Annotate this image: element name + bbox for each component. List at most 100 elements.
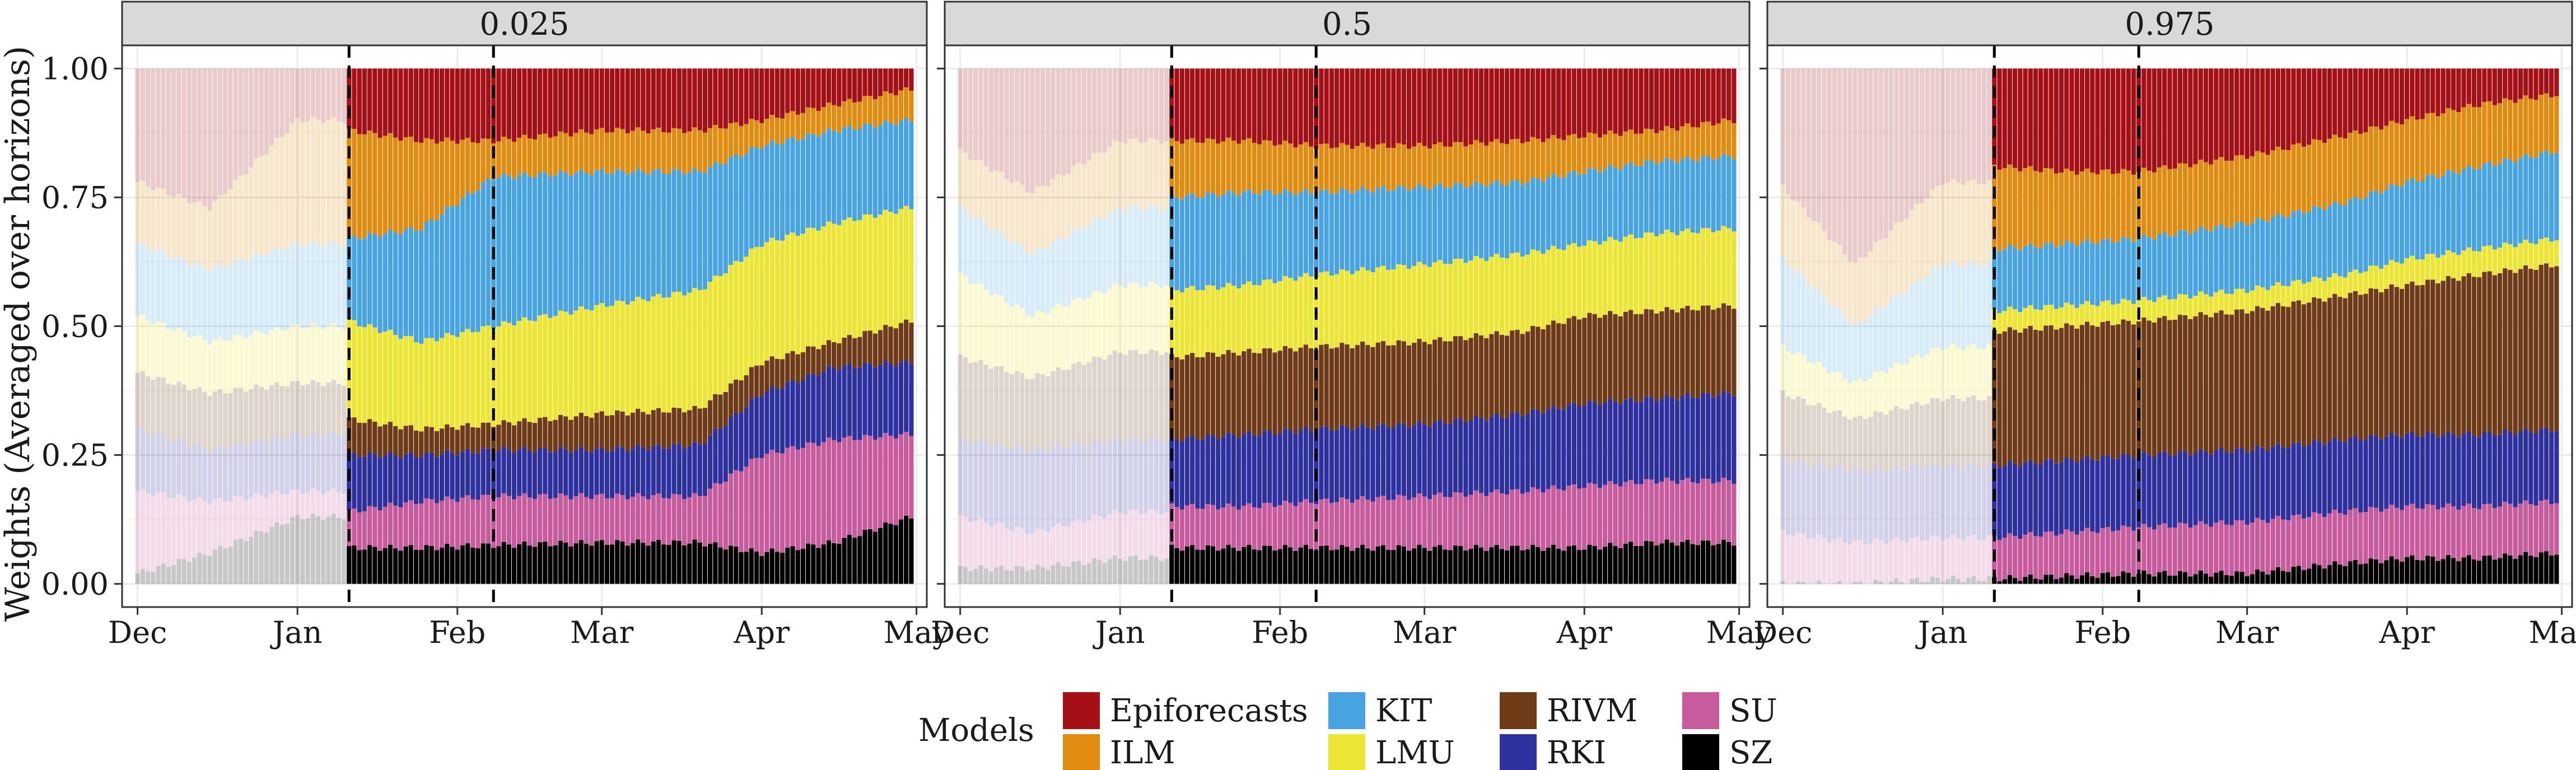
bar-segment-ilm (785, 113, 790, 139)
bar-segment-rivm (1920, 405, 1925, 469)
bar-segment-epiforecasts (1711, 68, 1716, 126)
bar-segment-rki (1293, 433, 1298, 506)
legend-swatch (1682, 734, 1719, 770)
bar-segment-rki (2270, 446, 2275, 519)
bar-segment-ilm (1324, 143, 1329, 190)
bar-segment-kit (1236, 195, 1242, 289)
bar-segment-ilm (1780, 184, 1785, 256)
bar-segment-epiforecasts (2100, 68, 2105, 170)
bar-segment-su (408, 500, 413, 545)
bar-segment-ilm (847, 99, 852, 126)
bar-segment-epiforecasts (2270, 68, 2275, 151)
bar-segment-rivm (398, 429, 403, 458)
bar-segment-rki (687, 446, 692, 497)
bar-segment-epiforecasts (445, 68, 450, 138)
bar-segment-epiforecasts (2111, 68, 2116, 174)
bar-segment-su (2410, 503, 2415, 556)
bar-segment-sz (1184, 547, 1190, 584)
bar-segment-su (1716, 482, 1721, 544)
bar-segment-rivm (465, 423, 470, 449)
bar-segment-rivm (1443, 341, 1448, 424)
bar-segment-rki (228, 448, 233, 502)
bar-segment-kit (1790, 271, 1796, 354)
bar-segment-kit (636, 168, 641, 297)
bar-segment-lmu (135, 316, 140, 373)
bar-segment-ilm (2538, 95, 2544, 153)
bar-segment-ilm (656, 127, 661, 169)
bar-segment-lmu (1350, 274, 1355, 348)
bar-segment-ilm (888, 93, 893, 123)
bar-segment-kit (1623, 164, 1628, 237)
bar-segment-ilm (1468, 144, 1473, 186)
bar-segment-epiforecasts (1097, 68, 1102, 152)
bar-segment-sz (1504, 550, 1510, 584)
bar-segment-sz (1133, 556, 1138, 584)
bar-segment-ilm (192, 202, 197, 265)
bar-segment-sz (2544, 551, 2549, 584)
bar-segment-epiforecasts (1935, 68, 1940, 186)
bar-segment-ilm (1732, 123, 1737, 160)
bar-segment-ilm (1272, 145, 1277, 195)
bar-segment-kit (181, 259, 186, 332)
bar-segment-su (983, 522, 988, 569)
bar-segment-ilm (1144, 142, 1149, 210)
bar-segment-kit (1664, 157, 1669, 230)
bar-segment-rki (625, 451, 630, 500)
bar-segment-ilm (1695, 127, 1701, 161)
bar-segment-kit (321, 246, 326, 330)
bar-segment-sz (1422, 548, 1427, 584)
bar-segment-ilm (2193, 164, 2198, 231)
bar-segment-rki (1267, 431, 1272, 503)
bar-segment-su (2043, 531, 2048, 575)
bar-segment-rki (1618, 404, 1623, 487)
bar-segment-ilm (2023, 167, 2028, 246)
bar-segment-lmu (2224, 293, 2229, 315)
bar-segment-ilm (578, 129, 584, 170)
bar-segment-su (1293, 506, 1298, 551)
bar-segment-rki (1375, 424, 1380, 497)
bar-segment-ilm (1613, 133, 1618, 168)
bar-segment-kit (904, 118, 909, 206)
bar-segment-epiforecasts (1914, 68, 1920, 204)
bar-segment-rivm (1174, 357, 1179, 440)
bar-segment-lmu (1200, 290, 1205, 357)
bar-segment-epiforecasts (993, 68, 999, 171)
bar-segment-epiforecasts (1216, 68, 1221, 144)
bar-segment-rivm (1878, 412, 1883, 469)
bar-segment-epiforecasts (186, 68, 192, 204)
bar-segment-lmu (2435, 257, 2440, 283)
bar-segment-rki (1561, 409, 1566, 491)
bar-segment-rki (1432, 422, 1438, 495)
bar-segment-epiforecasts (341, 68, 347, 123)
bar-segment-kit (630, 172, 636, 301)
bar-segment-sz (682, 545, 687, 584)
bar-segment-rki (1711, 397, 1716, 484)
bar-segment-rki (1133, 437, 1138, 510)
bar-segment-su (734, 470, 739, 547)
bar-segment-su (243, 500, 249, 541)
bar-segment-ilm (2307, 144, 2312, 212)
bar-segment-su (1806, 539, 1811, 584)
bar-segment-epiforecasts (2002, 68, 2007, 169)
bar-segment-sz (2255, 569, 2260, 584)
bar-segment-su (651, 495, 656, 542)
bar-segment-rivm (2270, 306, 2275, 447)
bar-segment-sz (140, 569, 145, 584)
bar-segment-lmu (852, 221, 857, 338)
bar-segment-epiforecasts (1370, 68, 1375, 149)
bar-segment-lmu (2064, 302, 2069, 324)
bar-segment-rivm (1303, 344, 1308, 427)
bar-segment-rki (2533, 433, 2538, 506)
bar-segment-sz (2229, 576, 2234, 584)
bar-segment-rki (1986, 463, 1992, 535)
bar-segment-lmu (321, 329, 326, 386)
bar-segment-epiforecasts (145, 68, 151, 186)
bar-segment-ilm (166, 195, 171, 257)
bar-segment-epiforecasts (734, 68, 739, 123)
bar-segment-su (1009, 530, 1014, 571)
bar-segment-su (1417, 493, 1422, 545)
bar-segment-rki (1489, 416, 1494, 492)
bar-segment-sz (2028, 574, 2033, 584)
bar-segment-lmu (805, 227, 811, 347)
bar-segment-sz (651, 542, 656, 584)
